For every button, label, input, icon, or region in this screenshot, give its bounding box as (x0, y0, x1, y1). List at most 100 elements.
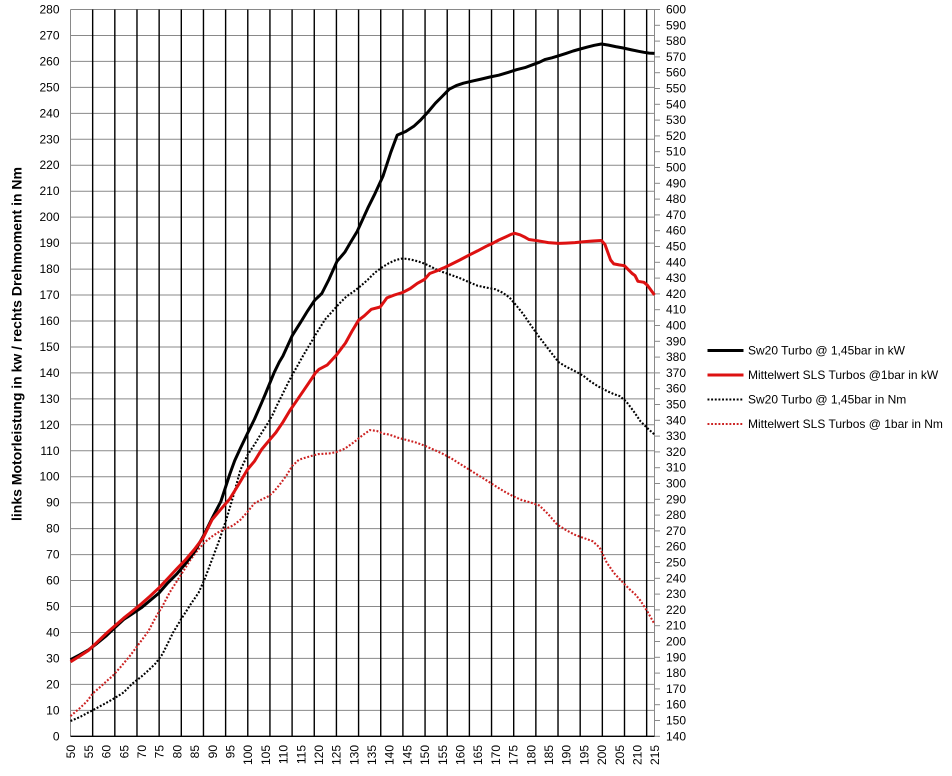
svg-text:600: 600 (666, 3, 686, 17)
svg-text:250: 250 (666, 556, 686, 570)
svg-text:70: 70 (135, 745, 149, 759)
svg-text:240: 240 (666, 571, 686, 585)
svg-text:215: 215 (648, 745, 662, 765)
svg-text:0: 0 (53, 729, 60, 743)
svg-text:80: 80 (170, 745, 184, 759)
svg-text:160: 160 (39, 314, 59, 328)
svg-text:100: 100 (39, 470, 59, 484)
svg-text:350: 350 (666, 398, 686, 412)
svg-text:550: 550 (666, 82, 686, 96)
svg-text:450: 450 (666, 240, 686, 254)
svg-text:470: 470 (666, 208, 686, 222)
svg-text:50: 50 (46, 600, 60, 614)
svg-text:Sw20 Turbo @ 1,45bar in Nm: Sw20 Turbo @ 1,45bar in Nm (748, 393, 906, 407)
svg-text:190: 190 (560, 745, 574, 765)
svg-text:270: 270 (39, 29, 59, 43)
svg-text:340: 340 (666, 413, 686, 427)
svg-text:180: 180 (666, 666, 686, 680)
svg-text:90: 90 (46, 496, 60, 510)
svg-text:60: 60 (100, 745, 114, 759)
svg-text:260: 260 (666, 540, 686, 554)
svg-text:110: 110 (40, 444, 59, 458)
svg-text:85: 85 (188, 745, 202, 759)
svg-text:370: 370 (666, 366, 686, 380)
svg-text:70: 70 (46, 548, 60, 562)
svg-text:100: 100 (241, 745, 255, 765)
svg-text:170: 170 (666, 682, 686, 696)
svg-text:125: 125 (330, 745, 344, 765)
svg-text:580: 580 (666, 34, 686, 48)
svg-text:280: 280 (39, 3, 59, 17)
svg-text:410: 410 (666, 303, 686, 317)
svg-text:30: 30 (46, 651, 60, 665)
svg-text:500: 500 (666, 161, 686, 175)
svg-text:400: 400 (666, 319, 686, 333)
svg-text:20: 20 (46, 677, 60, 691)
svg-text:360: 360 (666, 382, 686, 396)
svg-text:520: 520 (666, 129, 686, 143)
svg-text:570: 570 (666, 50, 686, 64)
svg-text:240: 240 (39, 106, 59, 120)
svg-text:160: 160 (666, 698, 686, 712)
svg-text:510: 510 (666, 145, 686, 159)
svg-text:105: 105 (259, 745, 273, 765)
svg-text:170: 170 (39, 288, 59, 302)
svg-text:165: 165 (471, 745, 485, 765)
svg-text:220: 220 (39, 158, 59, 172)
svg-text:330: 330 (666, 429, 686, 443)
svg-text:270: 270 (666, 524, 686, 538)
svg-text:150: 150 (666, 714, 686, 728)
svg-text:60: 60 (46, 574, 60, 588)
svg-text:290: 290 (666, 492, 686, 506)
svg-text:480: 480 (666, 192, 686, 206)
svg-text:190: 190 (666, 650, 686, 664)
svg-text:590: 590 (666, 18, 686, 32)
svg-text:220: 220 (666, 603, 686, 617)
svg-text:180: 180 (524, 745, 538, 765)
svg-text:120: 120 (39, 418, 59, 432)
svg-text:230: 230 (39, 132, 59, 146)
svg-text:200: 200 (666, 635, 686, 649)
svg-text:130: 130 (39, 392, 59, 406)
svg-text:75: 75 (153, 745, 167, 759)
svg-text:540: 540 (666, 97, 686, 111)
svg-text:200: 200 (39, 210, 59, 224)
svg-text:Mittelwert SLS Turbos @1bar in: Mittelwert SLS Turbos @1bar in kW (748, 368, 939, 382)
svg-text:230: 230 (666, 587, 686, 601)
svg-text:150: 150 (39, 340, 59, 354)
svg-text:95: 95 (224, 745, 238, 759)
svg-text:145: 145 (400, 745, 414, 765)
svg-text:120: 120 (312, 745, 326, 765)
svg-text:55: 55 (82, 745, 96, 759)
svg-text:115: 115 (294, 745, 308, 764)
svg-text:280: 280 (666, 508, 686, 522)
svg-text:460: 460 (666, 224, 686, 238)
svg-text:430: 430 (666, 271, 686, 285)
svg-text:560: 560 (666, 66, 686, 80)
svg-text:185: 185 (542, 745, 556, 765)
svg-text:80: 80 (46, 522, 60, 536)
svg-text:310: 310 (666, 461, 686, 475)
svg-text:420: 420 (666, 287, 686, 301)
svg-text:110: 110 (277, 745, 291, 764)
svg-text:140: 140 (383, 745, 397, 765)
svg-text:links Motorleistung in kw / re: links Motorleistung in kw / rechts Drehm… (8, 167, 24, 521)
svg-text:490: 490 (666, 176, 686, 190)
svg-text:530: 530 (666, 113, 686, 127)
svg-text:200: 200 (595, 745, 609, 765)
svg-text:210: 210 (39, 184, 59, 198)
svg-text:180: 180 (39, 262, 59, 276)
svg-text:140: 140 (39, 366, 59, 380)
svg-text:205: 205 (613, 745, 627, 765)
svg-text:250: 250 (39, 80, 59, 94)
svg-text:65: 65 (117, 745, 131, 759)
svg-text:300: 300 (666, 477, 686, 491)
svg-text:90: 90 (206, 745, 220, 759)
svg-text:170: 170 (489, 745, 503, 765)
svg-text:160: 160 (454, 745, 468, 765)
svg-text:150: 150 (418, 745, 432, 765)
svg-text:155: 155 (436, 745, 450, 765)
svg-text:10: 10 (46, 703, 60, 717)
svg-text:50: 50 (64, 745, 78, 759)
svg-text:135: 135 (365, 745, 379, 765)
